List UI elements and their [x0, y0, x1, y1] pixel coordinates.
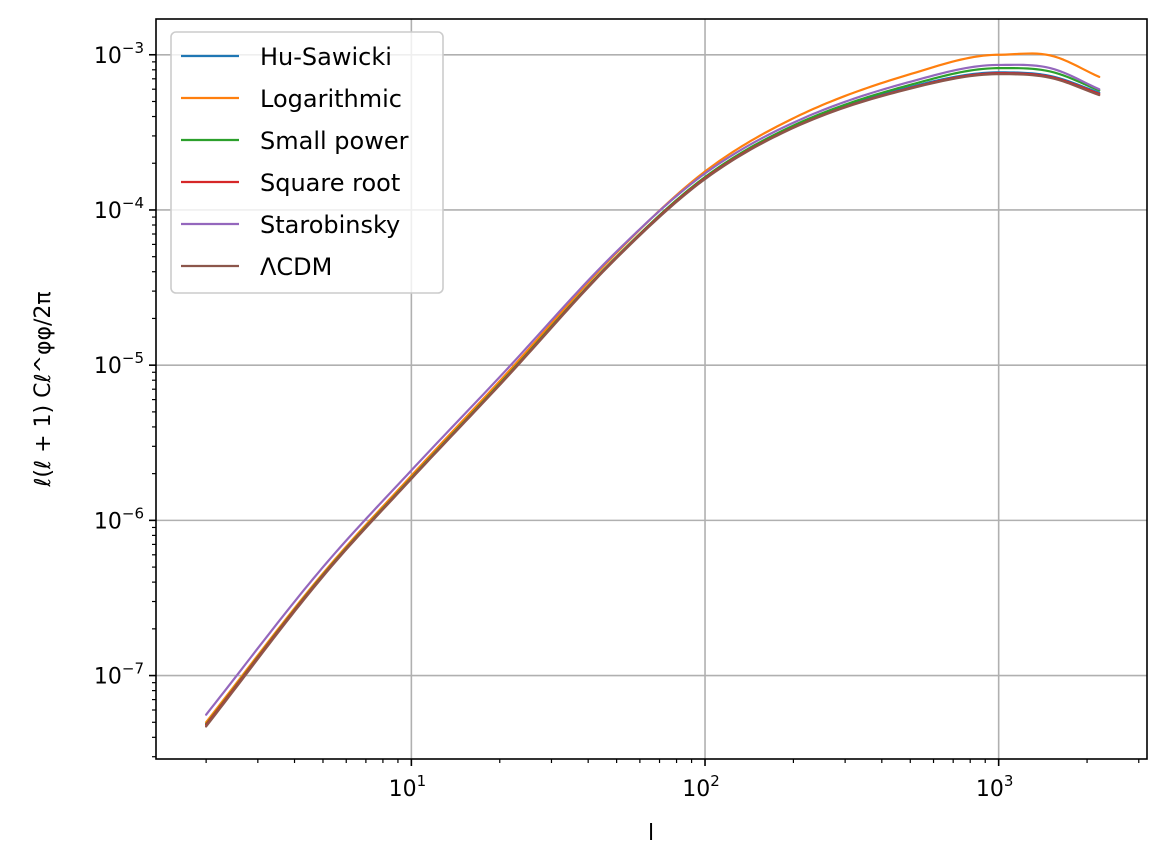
legend-label: Starobinsky: [260, 211, 400, 239]
y-tick-label: 10−4: [94, 194, 144, 224]
y-tick-exponent: −6: [122, 504, 144, 522]
x-axis-label: l: [648, 821, 654, 846]
x-tick-exponent: 2: [710, 772, 720, 790]
y-tick-exponent: −5: [122, 349, 144, 367]
x-tick-label: 101: [389, 772, 427, 802]
y-tick-label: 10−5: [94, 349, 144, 379]
legend-items: Hu-Sawicki Logarithmic Small power Square r…: [181, 43, 409, 281]
y-tick-exponent: −4: [122, 194, 144, 212]
x-tick-base: 10: [389, 777, 417, 802]
series-line: [205, 63, 1101, 716]
legend-label: Logarithmic: [260, 85, 402, 113]
x-tick-label: 102: [682, 772, 720, 802]
y-axis-label: ℓ(ℓ + 1) Cℓ^φφ/2π: [31, 291, 56, 487]
x-tick-base: 10: [682, 777, 710, 802]
x-tick-exponent: 1: [417, 772, 427, 790]
legend-label: Square root: [260, 169, 400, 197]
legend-label: ΛCDM: [260, 253, 332, 281]
y-tick-base: 10: [94, 354, 122, 379]
y-tick-base: 10: [94, 665, 122, 690]
x-tick-label: 103: [976, 772, 1014, 802]
y-tick-label: 10−3: [94, 39, 144, 69]
y-tick-label: 10−7: [94, 660, 144, 690]
plot-frame: [155, 18, 1148, 760]
series-lines: [205, 52, 1101, 728]
y-tick-exponent: −7: [122, 660, 144, 678]
y-tick-labels: 10−710−610−510−410−3: [94, 39, 144, 690]
x-tick-labels: 101 102 103: [389, 772, 1014, 802]
major-ticks: [149, 53, 1000, 766]
series-line: [205, 73, 1101, 728]
legend-label: Small power: [260, 127, 409, 155]
y-tick-base: 10: [94, 199, 122, 224]
y-tick-exponent: −3: [122, 39, 144, 57]
legend-label: Hu-Sawicki: [260, 43, 392, 71]
y-tick-base: 10: [94, 509, 122, 534]
y-tick-label: 10−6: [94, 504, 144, 534]
y-tick-base: 10: [94, 44, 122, 69]
x-tick-exponent: 3: [1004, 772, 1014, 790]
legend: Hu-Sawicki Logarithmic Small power Square r…: [170, 31, 444, 294]
x-tick-base: 10: [976, 777, 1004, 802]
